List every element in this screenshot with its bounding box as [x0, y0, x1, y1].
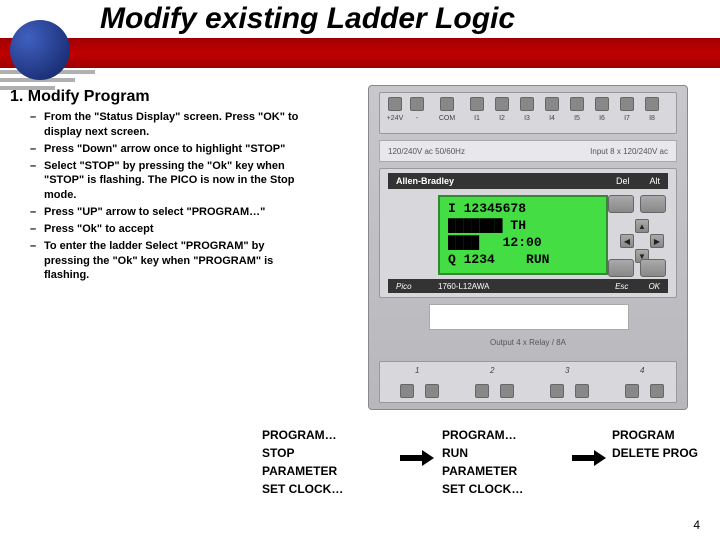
header-sphere-logo [10, 20, 70, 80]
menu-item: PARAMETER [442, 462, 572, 480]
menu-item: RUN [442, 444, 572, 462]
white-panel [429, 304, 629, 330]
terminal-label: I2 [492, 115, 512, 122]
step-item: Press "Down" arrow once to highlight "ST… [30, 142, 300, 157]
terminal-label: I7 [617, 115, 637, 122]
terminal-label: I4 [542, 115, 562, 122]
step-item: Press "UP" arrow to select "PROGRAM…" [30, 205, 300, 220]
terminal-label: I5 [567, 115, 587, 122]
alt-label: Alt [649, 176, 660, 186]
arrow-icon [572, 450, 606, 466]
step-item: Press "Ok" to accept [30, 222, 300, 237]
esc-button[interactable] [608, 259, 634, 277]
group-label: 4 [640, 366, 644, 375]
terminal [650, 384, 664, 398]
slide-title: Modify existing Ladder Logic [100, 2, 515, 36]
lcd-line2: ███████ TH [448, 218, 598, 235]
del-label: Del [616, 176, 630, 186]
device-face: Allen-Bradley Del Alt I 12345678 ███████… [379, 168, 677, 298]
terminal-label: COM [437, 115, 457, 122]
terminal-label: - [407, 115, 427, 122]
slide-header: Modify existing Ladder Logic [0, 0, 720, 80]
model-label: 1760-L12AWA [438, 282, 489, 291]
terminal-label: +24V [385, 115, 405, 122]
ok-button[interactable] [640, 259, 666, 277]
terminal [388, 97, 402, 111]
device-info-strip: 120/240V ac 50/60Hz Input 8 x 120/240V a… [379, 140, 677, 162]
terminal [625, 384, 639, 398]
pico-label: Pico [396, 282, 412, 291]
voltage-label: 120/240V ac 50/60Hz [388, 147, 465, 156]
output-spec-label: Output 4 x Relay / 8A [379, 336, 677, 354]
menu-column-3: PROGRAM DELETE PROG [612, 426, 720, 462]
group-label: 1 [415, 366, 419, 375]
alt-button[interactable] [640, 195, 666, 213]
terminal [400, 384, 414, 398]
lcd-line1: I 12345678 [448, 201, 598, 218]
terminal [645, 97, 659, 111]
menu-item: DELETE PROG [612, 444, 720, 462]
terminal [410, 97, 424, 111]
input-spec-label: Input 8 x 120/240V ac [590, 147, 668, 156]
brand-strip: Allen-Bradley Del Alt [388, 173, 668, 189]
ok-label: OK [648, 282, 660, 291]
terminal [475, 384, 489, 398]
menu-item: PROGRAM… [262, 426, 392, 444]
terminal [440, 97, 454, 111]
lcd-screen: I 12345678 ███████ TH ████ 12:00 Q 1234 … [438, 195, 608, 275]
menu-item: PROGRAM… [442, 426, 572, 444]
terminal [575, 384, 589, 398]
terminal [545, 97, 559, 111]
left-button[interactable]: ◀ [620, 234, 634, 248]
terminal [495, 97, 509, 111]
del-button[interactable] [608, 195, 634, 213]
bottom-terminal-strip: 1 2 3 4 [379, 361, 677, 403]
menu-column-1: PROGRAM… STOP PARAMETER SET CLOCK… [262, 426, 392, 498]
header-red-bar [0, 38, 720, 68]
terminal-label: I8 [642, 115, 662, 122]
menu-item: PARAMETER [262, 462, 392, 480]
nav-cluster: ▲ ◀ ▶ ▼ [620, 219, 664, 263]
terminal [470, 97, 484, 111]
lcd-line4: Q 1234 RUN [448, 252, 598, 269]
top-terminal-strip: +24V - COM I1 I2 I3 I4 I5 I6 I7 I8 [379, 92, 677, 134]
group-label: 3 [565, 366, 569, 375]
arrow-icon [400, 450, 434, 466]
terminal [620, 97, 634, 111]
menu-item: STOP [262, 444, 392, 462]
step-item: Select "STOP" by pressing the "Ok" key w… [30, 159, 300, 204]
page-number: 4 [693, 518, 700, 532]
group-label: 2 [490, 366, 494, 375]
instruction-list: From the "Status Display" screen. Press … [30, 110, 300, 285]
terminal-label: I1 [467, 115, 487, 122]
up-button[interactable]: ▲ [635, 219, 649, 233]
step-item: To enter the ladder Select "PROGRAM" by … [30, 239, 300, 284]
esc-label: Esc [615, 282, 628, 291]
menu-item: PROGRAM [612, 426, 720, 444]
terminal-label: I6 [592, 115, 612, 122]
section-heading: 1. Modify Program [10, 88, 150, 106]
terminal [425, 384, 439, 398]
terminal [570, 97, 584, 111]
menu-item: SET CLOCK… [262, 480, 392, 498]
lcd-line3: ████ 12:00 [448, 235, 598, 252]
brand-label: Allen-Bradley [396, 176, 454, 186]
terminal [520, 97, 534, 111]
step-item: From the "Status Display" screen. Press … [30, 110, 300, 140]
terminal [550, 384, 564, 398]
terminal [500, 384, 514, 398]
terminal [595, 97, 609, 111]
terminal-label: I3 [517, 115, 537, 122]
pico-strip: Pico Esc OK 1760-L12AWA [388, 279, 668, 293]
right-button[interactable]: ▶ [650, 234, 664, 248]
plc-device: +24V - COM I1 I2 I3 I4 I5 I6 I7 I8 120/2… [368, 85, 688, 410]
menu-column-2: PROGRAM… RUN PARAMETER SET CLOCK… [442, 426, 572, 498]
menu-item: SET CLOCK… [442, 480, 572, 498]
